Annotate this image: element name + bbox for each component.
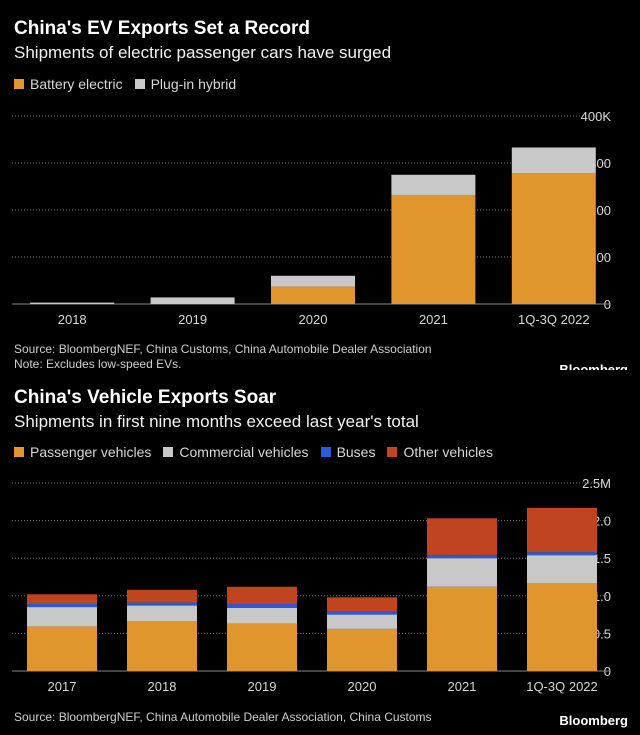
bar-commercial-vehicles-2019: [227, 607, 297, 624]
bar-battery-electric-2020: [271, 286, 355, 304]
bar-commercial-vehicles-2021: [427, 558, 497, 587]
bar-plug-in-hybrid-2021: [391, 174, 476, 195]
legend-label-buses: Buses: [336, 444, 376, 460]
chart2-legend: Passenger vehicles Commercial vehicles B…: [14, 444, 505, 460]
chart1-xtick-label: 2020: [299, 312, 328, 327]
bar-passenger-vehicles-2017: [27, 626, 97, 671]
chart2-xtick-label: 1Q-3Q 2022: [526, 679, 598, 694]
chart1-plot: 0100200300400K20182019202020211Q-3Q 2022: [12, 109, 612, 327]
chart1-bloomberg-logo: Bloomberg: [559, 362, 628, 370]
legend-label-other: Other vehicles: [403, 444, 493, 460]
bar-passenger-vehicles-2018: [127, 621, 197, 671]
chart1-subtitle: Shipments of electric passenger cars hav…: [14, 43, 392, 62]
legend-item-other: Other vehicles: [387, 444, 493, 460]
bar-commercial-vehicles-1q-3q-2022: [527, 555, 597, 584]
chart2-subtitle: Shipments in first nine months exceed la…: [14, 412, 419, 431]
bar-buses-2018: [127, 602, 197, 606]
bar-plug-in-hybrid-2018: [30, 302, 115, 304]
chart2-bloomberg-logo: Bloomberg: [559, 713, 628, 728]
chart1-legend: Battery electric Plug-in hybrid: [14, 76, 248, 92]
chart2-ytick-label: 2.0: [593, 514, 611, 529]
chart1-xtick-label: 2019: [178, 312, 207, 327]
bar-other-vehicles-2019: [227, 586, 297, 605]
legend-item-plug-in-hybrid: Plug-in hybrid: [134, 76, 237, 92]
legend-item-commercial: Commercial vehicles: [163, 444, 309, 460]
chart1-note: Note: Excludes low-speed EVs.: [14, 357, 182, 371]
chart2-xtick-label: 2019: [248, 679, 277, 694]
legend-swatch-other: [387, 447, 398, 457]
chart2-xtick-label: 2017: [48, 679, 77, 694]
bar-plug-in-hybrid-2019: [150, 297, 235, 304]
chart2-xtick-label: 2021: [448, 679, 477, 694]
chart1-source: Source: BloombergNEF, China Customs, Chi…: [14, 342, 432, 356]
bar-commercial-vehicles-2017: [27, 607, 97, 627]
bar-buses-2017: [27, 604, 97, 608]
bar-commercial-vehicles-2020: [327, 614, 397, 629]
bar-passenger-vehicles-1q-3q-2022: [527, 583, 597, 671]
legend-label-commercial: Commercial vehicles: [179, 444, 309, 460]
bar-other-vehicles-2021: [427, 518, 497, 556]
chart1-xtick-label: 2018: [58, 312, 87, 327]
bar-other-vehicles-2017: [27, 594, 97, 605]
bar-buses-2020: [327, 611, 397, 615]
chart1-xtick-label: 1Q-3Q 2022: [518, 312, 590, 327]
bar-battery-electric-2021: [391, 194, 476, 304]
legend-swatch-battery-electric: [14, 79, 24, 89]
legend-label-battery-electric: Battery electric: [30, 76, 123, 92]
legend-item-passenger: Passenger vehicles: [14, 444, 151, 460]
legend-label-passenger: Passenger vehicles: [30, 444, 152, 460]
chart2-ytick-label: 1.5: [593, 551, 611, 566]
bar-battery-electric-1q-3q-2022: [511, 173, 596, 304]
bar-other-vehicles-1q-3q-2022: [527, 507, 597, 553]
bar-plug-in-hybrid-1q-3q-2022: [511, 147, 596, 174]
bar-other-vehicles-2020: [327, 597, 397, 612]
chart1-xtick-label: 2021: [419, 312, 448, 327]
legend-label-plug-in-hybrid: Plug-in hybrid: [150, 76, 237, 92]
chart1-title: China's EV Exports Set a Record: [14, 18, 310, 39]
legend-swatch-passenger: [14, 447, 24, 457]
chart2-xtick-label: 2020: [348, 679, 377, 694]
bar-other-vehicles-2018: [127, 589, 197, 603]
bar-passenger-vehicles-2021: [427, 586, 497, 671]
bar-plug-in-hybrid-2020: [271, 275, 355, 287]
chart2-ytick-label: 2.5M: [582, 476, 611, 491]
bar-buses-1q-3q-2022: [527, 552, 597, 556]
chart2-ytick-label: 0.5: [593, 626, 611, 641]
legend-swatch-buses: [320, 447, 331, 457]
chart2-ytick-label: 1.0: [593, 589, 611, 604]
bar-passenger-vehicles-2020: [327, 628, 397, 671]
legend-item-buses: Buses: [320, 444, 376, 460]
legend-item-battery-electric: Battery electric: [14, 76, 123, 92]
legend-swatch-plug-in-hybrid: [134, 79, 145, 89]
bar-buses-2021: [427, 555, 497, 559]
chart2-title: China's Vehicle Exports Soar: [14, 387, 277, 408]
bar-passenger-vehicles-2019: [227, 623, 297, 671]
bar-commercial-vehicles-2018: [127, 605, 197, 622]
chart2-xtick-label: 2018: [148, 679, 177, 694]
legend-swatch-commercial: [163, 447, 174, 457]
bar-buses-2019: [227, 604, 297, 608]
chart2-source: Source: BloombergNEF, China Automobile D…: [14, 710, 432, 724]
chart1-ytick-label: 400K: [581, 109, 612, 124]
